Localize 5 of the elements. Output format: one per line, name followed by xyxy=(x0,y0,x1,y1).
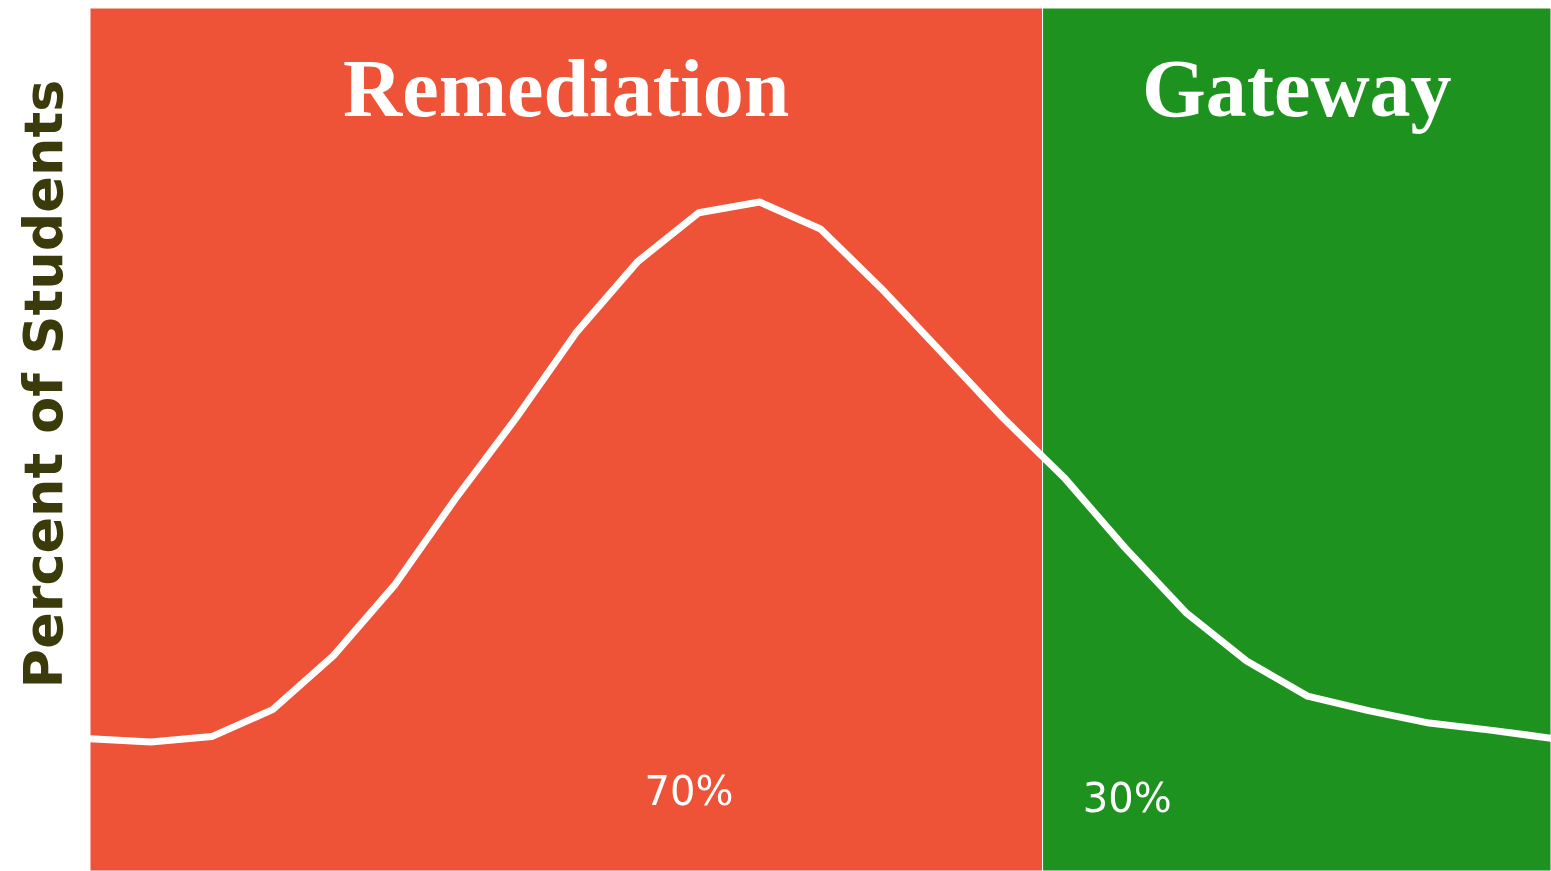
text: Remediation xyxy=(343,43,790,134)
y-axis-title: Percent of Students xyxy=(12,79,75,689)
text: Gateway xyxy=(1141,43,1452,134)
text: 70% xyxy=(644,768,734,814)
text: 30% xyxy=(1082,775,1172,821)
